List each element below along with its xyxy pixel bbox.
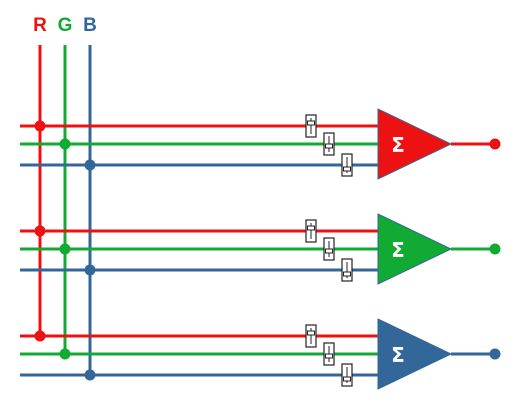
slider-potentiometer-icon [341,153,353,177]
amplifier-group-red: Σ [20,108,501,180]
slider-potentiometer-icon [323,342,335,366]
trimmer-knob [307,225,315,231]
bus-label-b: B [83,15,97,36]
junction-dot-icon [59,243,71,255]
slider-potentiometer-icon [323,132,335,156]
trimmer-knob [343,166,351,172]
junction-dot-icon [34,120,46,132]
trimmer-knob [325,248,333,254]
junction-dot-icon [84,369,96,381]
junction-dot-icon [84,159,96,171]
summing-amplifier-triangle [377,213,453,285]
output-terminal-icon [489,138,501,150]
junction-dot-icon [59,138,71,150]
slider-potentiometer-icon [305,324,317,348]
slider-potentiometer-icon [305,219,317,243]
bus-label-g: G [58,15,73,36]
summing-amplifier-triangle [377,108,453,180]
sigma-symbol: Σ [391,238,405,262]
output-terminal-icon [489,243,501,255]
junction-dot-icon [34,225,46,237]
output-terminal-icon [489,348,501,360]
amplifier-group-blue: Σ [20,318,501,390]
slider-potentiometer-icon [341,363,353,387]
trimmer-knob [325,353,333,359]
trimmer-knob [307,330,315,336]
trimmer-knob [325,143,333,149]
summing-amplifier-triangle [377,318,453,390]
junction-dot-icon [34,330,46,342]
sigma-symbol: Σ [391,133,405,157]
vertical-buses [38,45,92,375]
slider-potentiometer-icon [305,114,317,138]
trimmer-knob [307,120,315,126]
slider-potentiometer-icon [341,258,353,282]
junction-dot-icon [84,264,96,276]
trimmer-knob [343,271,351,277]
bus-label-r: R [33,15,47,36]
slider-potentiometer-icon [323,237,335,261]
amplifier-group-green: Σ [20,213,501,285]
trimmer-knob [343,376,351,382]
sigma-symbol: Σ [391,343,405,367]
junction-dot-icon [59,348,71,360]
